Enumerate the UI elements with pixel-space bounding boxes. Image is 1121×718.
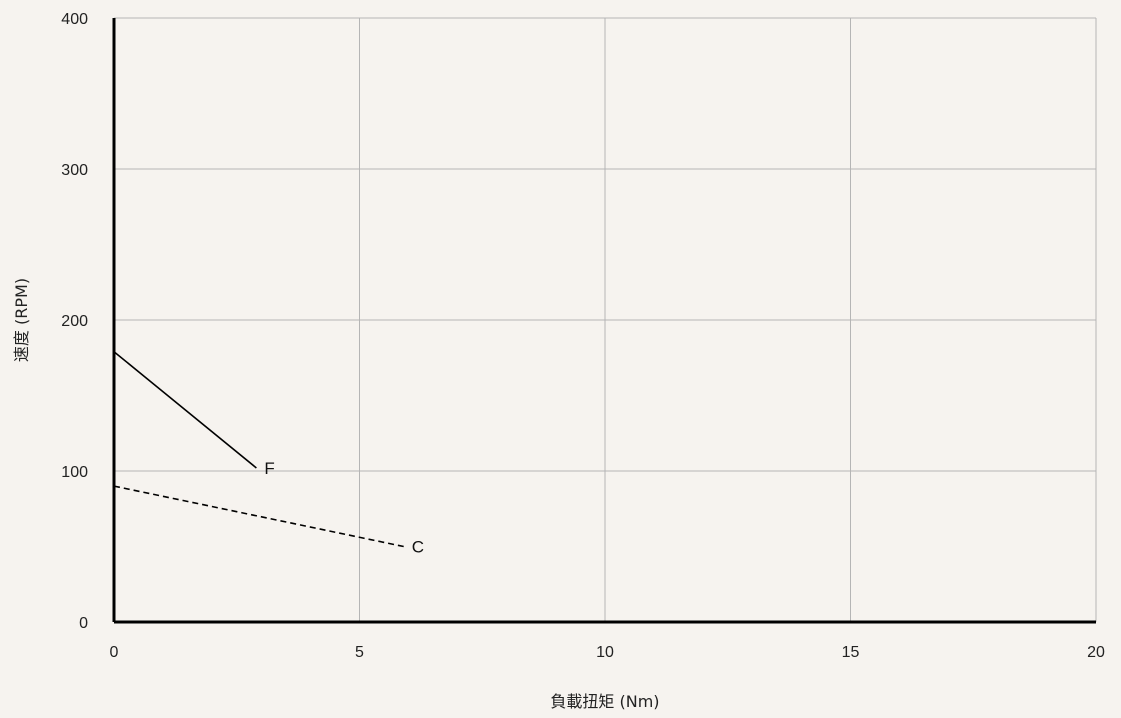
grid [114,17,1097,622]
axes [112,18,1096,624]
x-axis-title: 負載扭矩 (Nm) [550,692,659,711]
y-tick-label: 0 [79,615,88,632]
series-layer: FC [113,351,424,557]
y-tick-label: 200 [61,313,88,330]
x-tick-label: 20 [1087,644,1105,661]
y-tick-label: 400 [61,11,88,28]
x-tick-label: 0 [110,644,119,661]
y-tick-label: 100 [61,464,88,481]
x-tick-label: 10 [596,644,614,661]
x-tick-label: 15 [842,644,860,661]
y-axis-title: 速度 (RPM) [12,278,31,362]
series-label-f: F [264,459,274,478]
series-label-c: C [412,538,424,557]
y-tick-label: 300 [61,162,88,179]
x-tick-label: 5 [355,644,364,661]
series-line-f [113,351,257,469]
